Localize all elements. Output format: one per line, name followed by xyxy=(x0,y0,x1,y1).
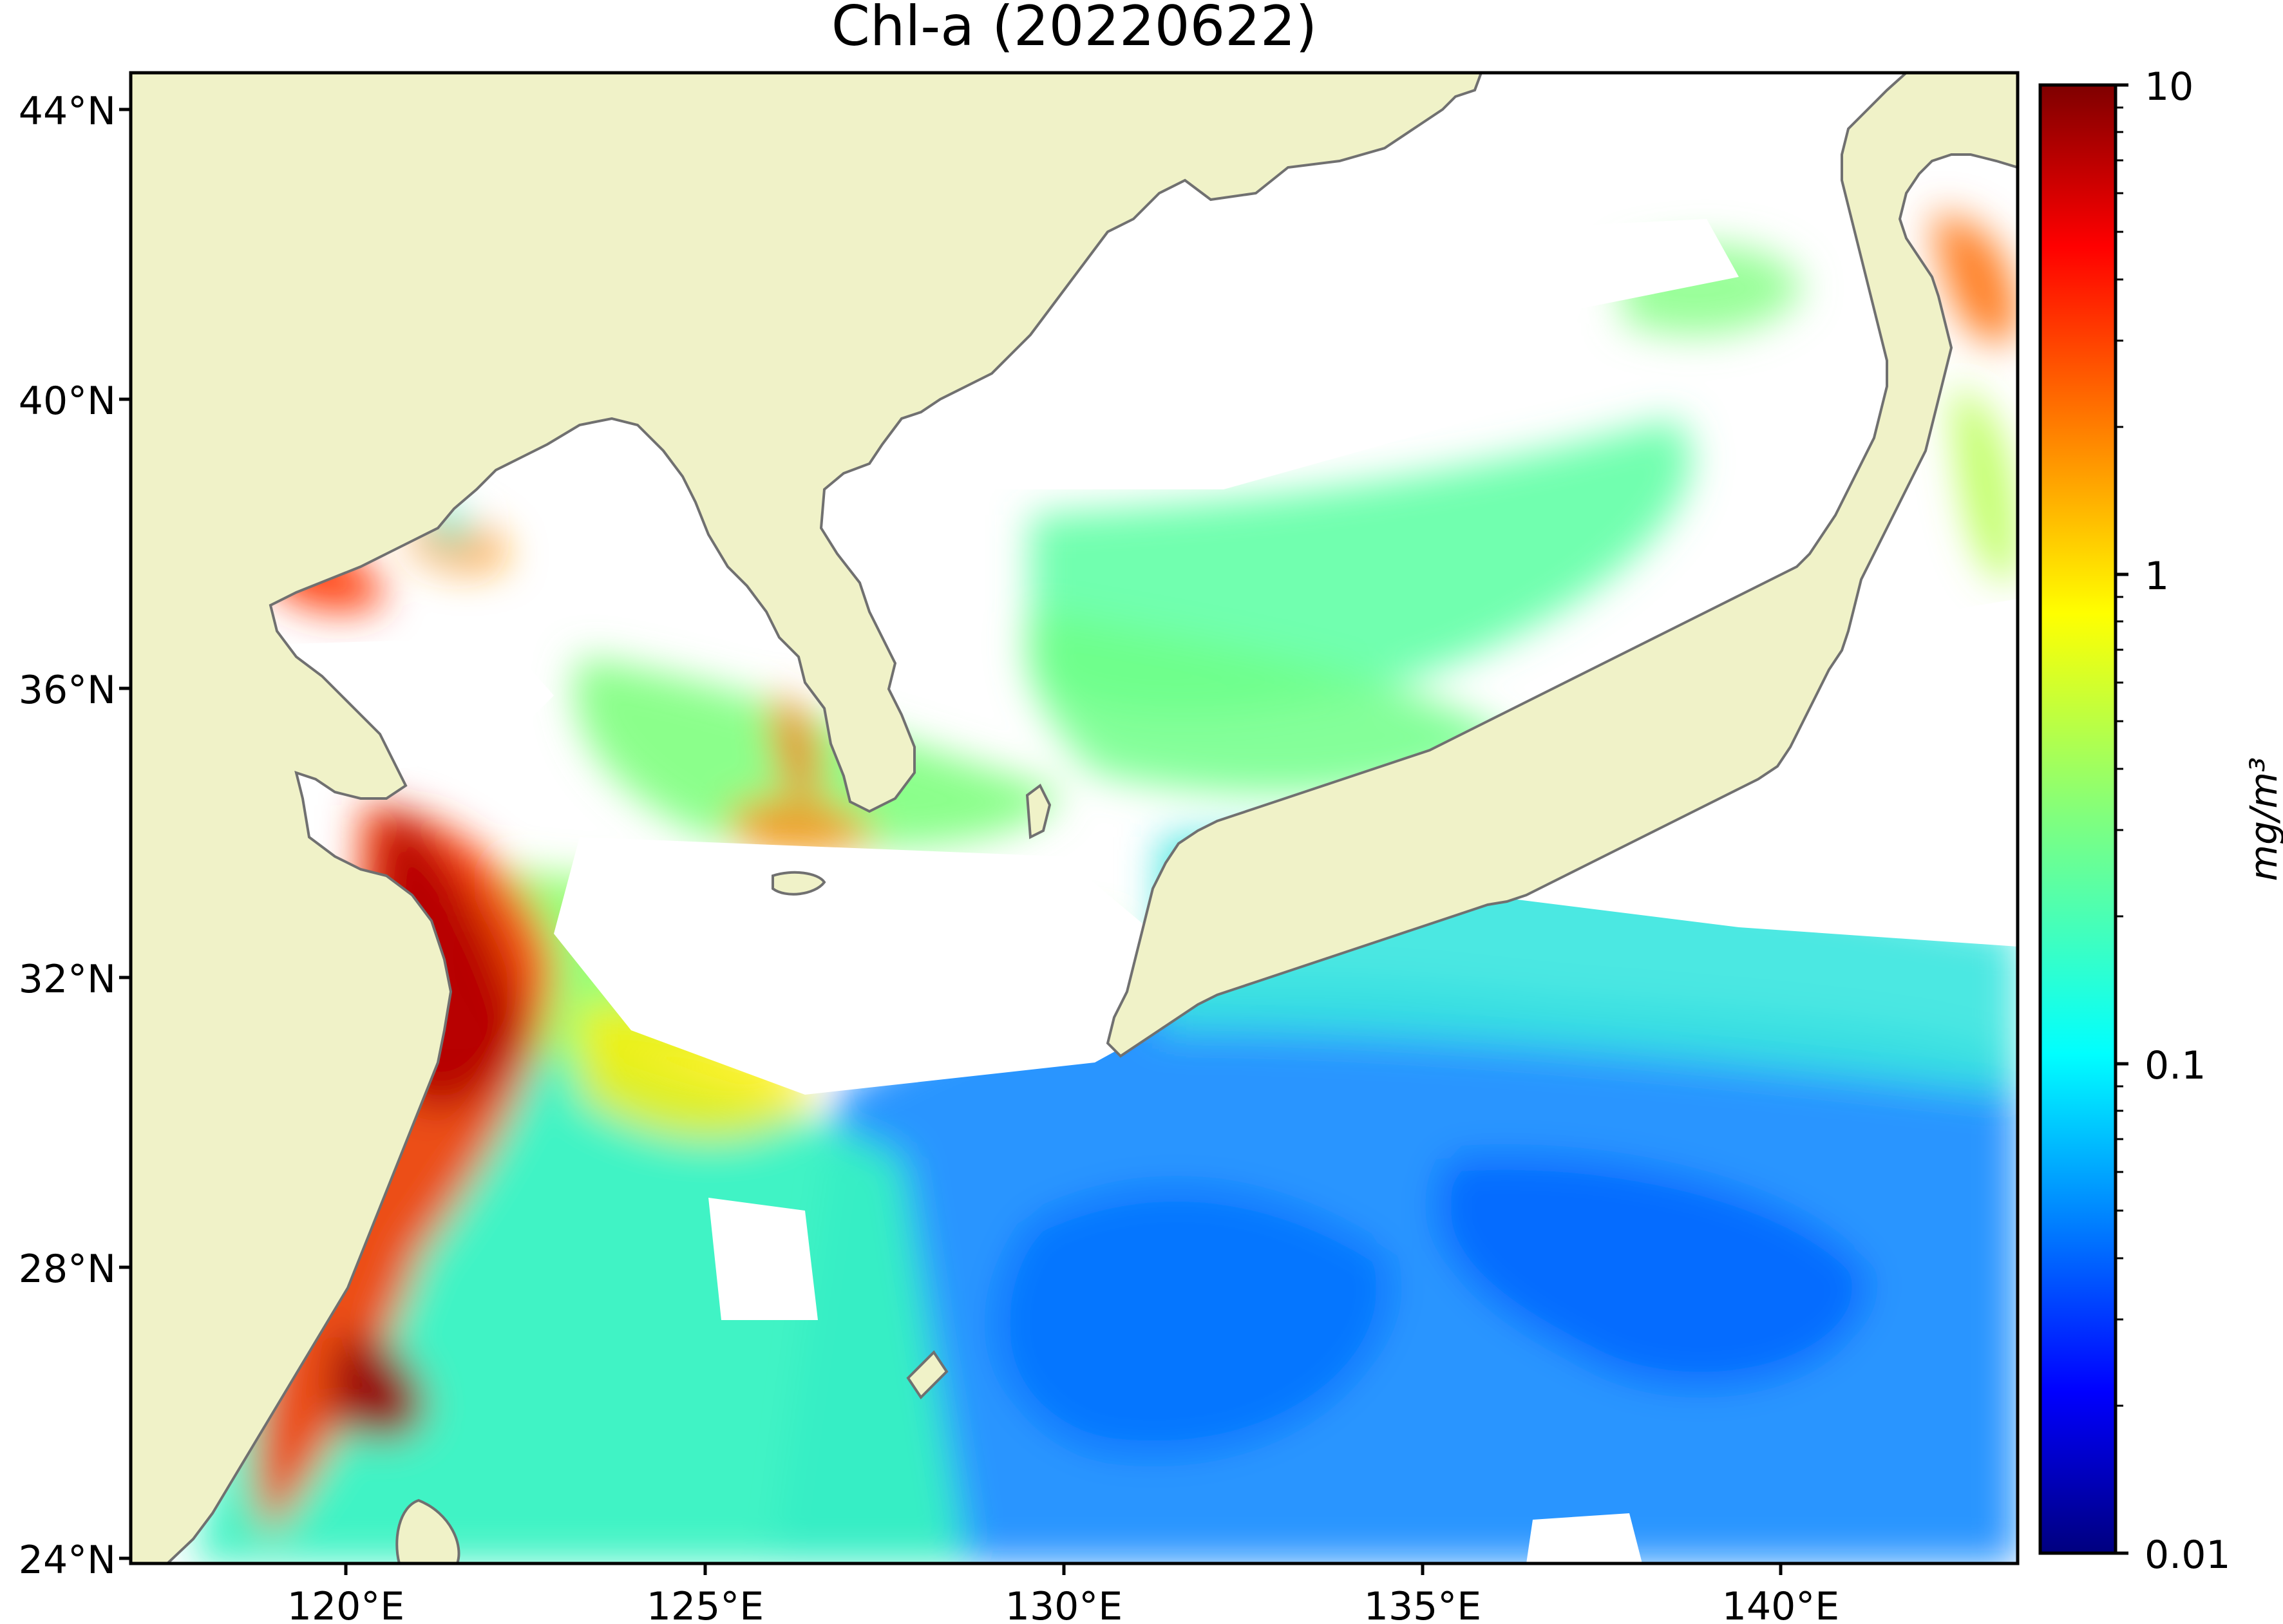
lon-tick: 140°E xyxy=(1722,1563,1839,1624)
colorbar: 10 1 0.1 0.01 mg/m³ xyxy=(2038,64,2283,1578)
fujian-plume-dark-red xyxy=(328,1337,425,1440)
lon-tick-label: 135°E xyxy=(1364,1584,1481,1624)
colorbar-frame xyxy=(2038,83,2117,1555)
lat-tick: 36°N xyxy=(19,668,131,713)
lon-tick: 125°E xyxy=(647,1563,764,1624)
colorbar-gradient xyxy=(2040,85,2116,1553)
island-tsushima xyxy=(1025,783,1052,840)
colorbar-major-tick: 0.1 xyxy=(2116,1043,2206,1088)
japan-sea-south-green xyxy=(1027,612,1513,794)
colorbar-tick-label: 10 xyxy=(2145,64,2193,109)
lon-tick-label: 120°E xyxy=(287,1584,404,1624)
colorbar-tick-label: 0.1 xyxy=(2145,1043,2206,1088)
lat-tick: 44°N xyxy=(19,89,131,134)
map-panel xyxy=(131,73,2018,1563)
east-china-sea-yellow xyxy=(580,1005,818,1138)
lat-tick: 32°N xyxy=(19,957,131,1002)
lat-tick-label: 24°N xyxy=(19,1538,116,1583)
lat-tick-label: 36°N xyxy=(19,668,116,713)
lat-tick: 40°N xyxy=(19,379,131,424)
lon-tick: 130°E xyxy=(1005,1563,1123,1624)
island-okinawa xyxy=(906,1350,949,1400)
latitude-axis: 44°N 40°N 36°N 32°N 28°N 24°N xyxy=(19,89,131,1583)
lon-tick-label: 140°E xyxy=(1722,1584,1839,1624)
lat-tick-label: 32°N xyxy=(19,957,116,1002)
colorbar-major-tick: 0.01 xyxy=(2116,1533,2231,1578)
colorbar-unit-label: mg/m³ xyxy=(2242,757,2283,882)
lon-tick: 135°E xyxy=(1364,1563,1481,1624)
lon-tick-label: 130°E xyxy=(1005,1584,1123,1624)
ocean-deep-blue-1 xyxy=(996,1188,1390,1454)
colorbar-tick-label: 0.01 xyxy=(2145,1533,2231,1578)
sanriku-green-yellow xyxy=(1951,386,2018,581)
chlorophyll-field xyxy=(193,212,2018,1563)
island-jeju xyxy=(772,871,826,896)
lat-tick: 24°N xyxy=(19,1538,131,1583)
korea-strait-green xyxy=(574,657,1063,849)
colorbar-minor-ticks xyxy=(2116,106,2123,1407)
lon-tick: 120°E xyxy=(287,1563,404,1624)
lat-tick-label: 44°N xyxy=(19,89,116,134)
colorbar-major-tick: 1 xyxy=(2116,554,2169,599)
korea-west-coast-orange xyxy=(773,695,819,797)
lon-tick-label: 125°E xyxy=(647,1584,764,1624)
land-mask xyxy=(131,73,2018,1563)
korea-coast-orange xyxy=(734,800,876,852)
colorbar-tick-label: 1 xyxy=(2145,554,2169,599)
ocean-deep-blue-2 xyxy=(1437,1157,1868,1386)
map-title: Chl-a (20220622) xyxy=(831,0,1317,59)
landmass-asia xyxy=(131,73,1483,1563)
hokkaido-pacific-orange xyxy=(1932,212,2018,343)
lat-tick: 28°N xyxy=(19,1247,131,1292)
map-frame xyxy=(129,71,2020,1565)
japan-sea-green xyxy=(1030,419,1692,713)
landmass-japan xyxy=(1106,73,2018,1058)
colorbar-major-tick: 10 xyxy=(2116,64,2193,109)
island-taiwan xyxy=(395,1498,460,1563)
lat-tick-label: 28°N xyxy=(19,1247,116,1292)
longitude-axis: 120°E 125°E 130°E 135°E 140°E xyxy=(287,1563,1839,1624)
lat-tick-label: 40°N xyxy=(19,379,116,424)
